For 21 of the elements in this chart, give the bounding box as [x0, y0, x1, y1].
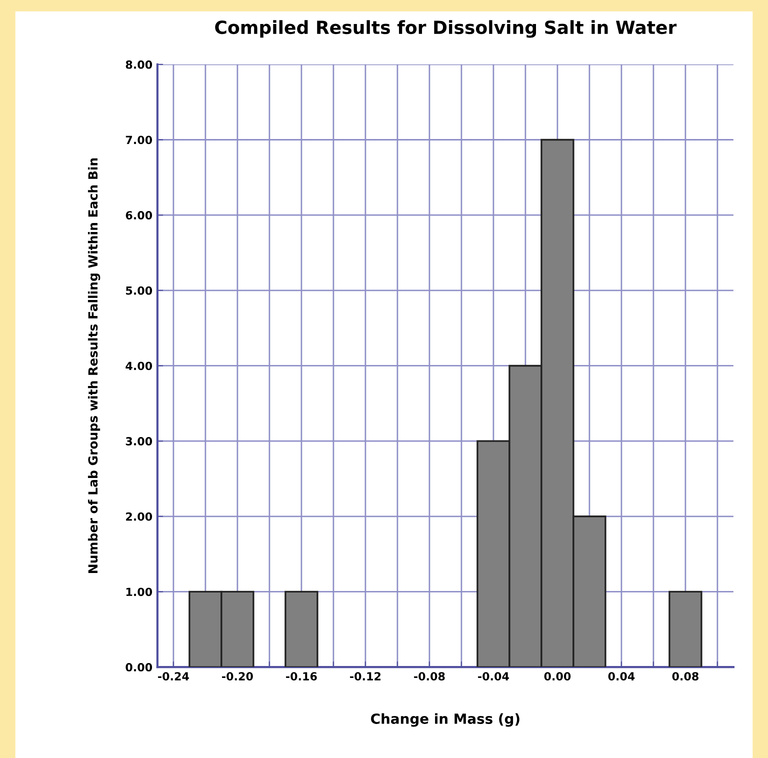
y-tick-label: 6.00 [126, 211, 152, 220]
x-axis-title: Change in Mass (g) [371, 713, 520, 727]
x-tick-label: -0.16 [286, 672, 317, 680]
x-tick-label: -0.20 [222, 672, 253, 680]
y-axis-title: Number of Lab Groups with Results Falling Within Each Bin [88, 158, 100, 573]
y-tick-label: 4.00 [126, 362, 152, 370]
x-tick-label: -0.04 [478, 672, 509, 680]
y-tick-label: 1.00 [126, 588, 152, 596]
y-tick-label: 2.00 [126, 512, 152, 521]
y-tick-label: 3.00 [126, 437, 152, 446]
x-tick-label: -0.08 [414, 672, 445, 680]
x-tick-label: 0.00 [544, 672, 571, 680]
y-tick-label: 8.00 [126, 60, 152, 69]
x-tick-label: -0.12 [350, 672, 380, 680]
chart-title: Compiled Results for Dissolving Salt in Water [215, 20, 677, 38]
y-tick-label: 0.00 [126, 663, 152, 672]
y-tick-label: 5.00 [126, 286, 152, 295]
x-tick-label: -0.24 [158, 672, 189, 680]
x-tick-label: 0.04 [608, 672, 635, 680]
y-tick-label: 7.00 [126, 136, 152, 144]
x-tick-label: 0.08 [672, 672, 698, 680]
